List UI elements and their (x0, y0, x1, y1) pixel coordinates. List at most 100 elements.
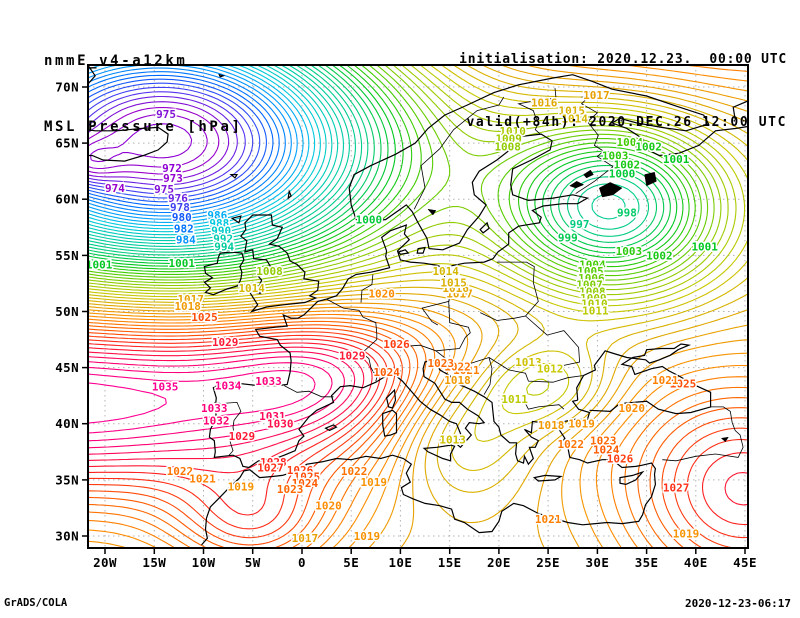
isobar-label: 1029 (229, 430, 256, 443)
isobar-973 (88, 113, 208, 170)
isobar-label: 1017 (292, 532, 319, 545)
isobar-label: 972 (162, 162, 182, 175)
isobar-label: 992 (213, 233, 233, 246)
island-coastline (422, 444, 456, 462)
x-tick-label: 20E (487, 555, 511, 570)
isobar-label: 1026 (607, 453, 634, 466)
isobar-label: 1019 (354, 530, 381, 543)
isobar-983 (88, 67, 286, 214)
lake (644, 171, 657, 187)
isobar-label: 1007 (576, 279, 603, 292)
isobar-label: 1003 (602, 150, 629, 163)
isobar-label: 1001 (169, 257, 196, 270)
x-tick-label: 35E (635, 555, 659, 570)
valid-time: valid(+84h): 2020.DEC.26 12:00 UTC (466, 115, 787, 130)
isobar-1028 (88, 338, 748, 526)
isobar-label: 1018 (174, 300, 201, 313)
isobar-label: 1019 (228, 481, 255, 494)
isobar-1011 (88, 65, 746, 396)
isobar-label: 1008 (494, 141, 521, 154)
isobar-label: 1019 (673, 528, 700, 541)
island-coastline (385, 388, 397, 409)
isobar-1001 (88, 65, 678, 267)
island-coastline (397, 249, 410, 255)
isobar-label: 1026 (287, 464, 314, 477)
isobar-label: 1014 (238, 282, 265, 295)
island-coastline (619, 470, 645, 486)
isobar-981 (88, 74, 274, 207)
isobar-label: 1008 (579, 285, 606, 298)
isobar-label: 999 (558, 231, 578, 244)
isobar-980 (88, 78, 267, 203)
isobar-label: 1030 (267, 418, 294, 431)
x-tick-label: 10E (389, 555, 413, 570)
coastline (576, 343, 712, 415)
isobar-label: 1005 (577, 265, 604, 278)
isobar-1030 (88, 346, 365, 461)
isobar-label: 975 (156, 108, 176, 121)
country-border (525, 315, 581, 366)
island-coastline (229, 174, 239, 179)
isobar-992 (88, 65, 339, 242)
isobar-label: 1028 (260, 456, 287, 469)
isobar-label: 1009 (580, 292, 607, 305)
y-tick-label: 55N (55, 248, 79, 263)
country-border (522, 397, 565, 410)
coastlines-and-borders (88, 65, 748, 546)
isobar-label: 1000 (609, 167, 636, 180)
isobar-998 (88, 65, 658, 259)
isobar-label: 1003 (616, 245, 643, 258)
isobar-label: 1002 (635, 141, 662, 154)
isobar-label: 1015 (559, 105, 586, 118)
isobar-999 (88, 65, 665, 262)
isobar-label: 1017 (177, 293, 204, 306)
isobar-label: 986 (207, 209, 227, 222)
isobar-label: 1027 (257, 462, 284, 475)
isobar-label: 1013 (439, 434, 466, 447)
isobar-label: 1010 (499, 125, 526, 138)
lake (569, 181, 585, 189)
isobar-1026 (88, 331, 748, 548)
isobar-label: 1020 (619, 402, 646, 415)
isobar-label: 1001 (691, 240, 718, 253)
isobar-974 (88, 106, 220, 175)
isobar-label: 984 (176, 234, 196, 247)
x-tick-label: 15W (142, 555, 166, 570)
isobar-label: 1012 (537, 363, 564, 376)
isobar-label: 1029 (212, 336, 239, 349)
coastline (356, 133, 590, 269)
axes: 20W 15W 10W 5W 0 5E 10E 15E 20E 25E 30E 35E 40E 45E 30… (55, 80, 757, 571)
isobar-label: 1000 (356, 214, 383, 227)
country-border (326, 298, 378, 382)
country-border (284, 385, 334, 398)
isobar-1033 (88, 362, 333, 442)
isobar-label: 1002 (646, 249, 673, 262)
isobar-label: 1035 (152, 381, 179, 394)
isobar-label: 1008 (256, 265, 283, 278)
isobar-label: 1004 (617, 136, 644, 149)
isobar-1014 (88, 65, 748, 472)
isobar-label: 1020 (315, 500, 342, 513)
x-tick-label: 45E (733, 555, 757, 570)
isobar-1005 (88, 65, 702, 278)
isobar-label: 1001 (86, 258, 113, 271)
isobar-label: 1025 (670, 377, 697, 390)
country-border (214, 401, 242, 456)
isobar-979 (88, 82, 261, 199)
x-tick-label: 40E (684, 555, 708, 570)
y-tick-label: 30N (55, 529, 79, 544)
x-tick-label: 0 (298, 555, 306, 570)
isobar-1024 (88, 324, 748, 548)
coastline (201, 250, 657, 546)
y-tick-label: 40N (55, 416, 79, 431)
isobar-label: 988 (209, 217, 229, 230)
lake (583, 169, 594, 179)
isobar-label: 1016 (531, 97, 558, 110)
isobar-label: 1022 (341, 465, 368, 478)
field-name: MSL Pressure [hPa] (44, 119, 243, 135)
x-tick-label: 25E (536, 555, 560, 570)
isobar-label: 1010 (581, 298, 608, 311)
